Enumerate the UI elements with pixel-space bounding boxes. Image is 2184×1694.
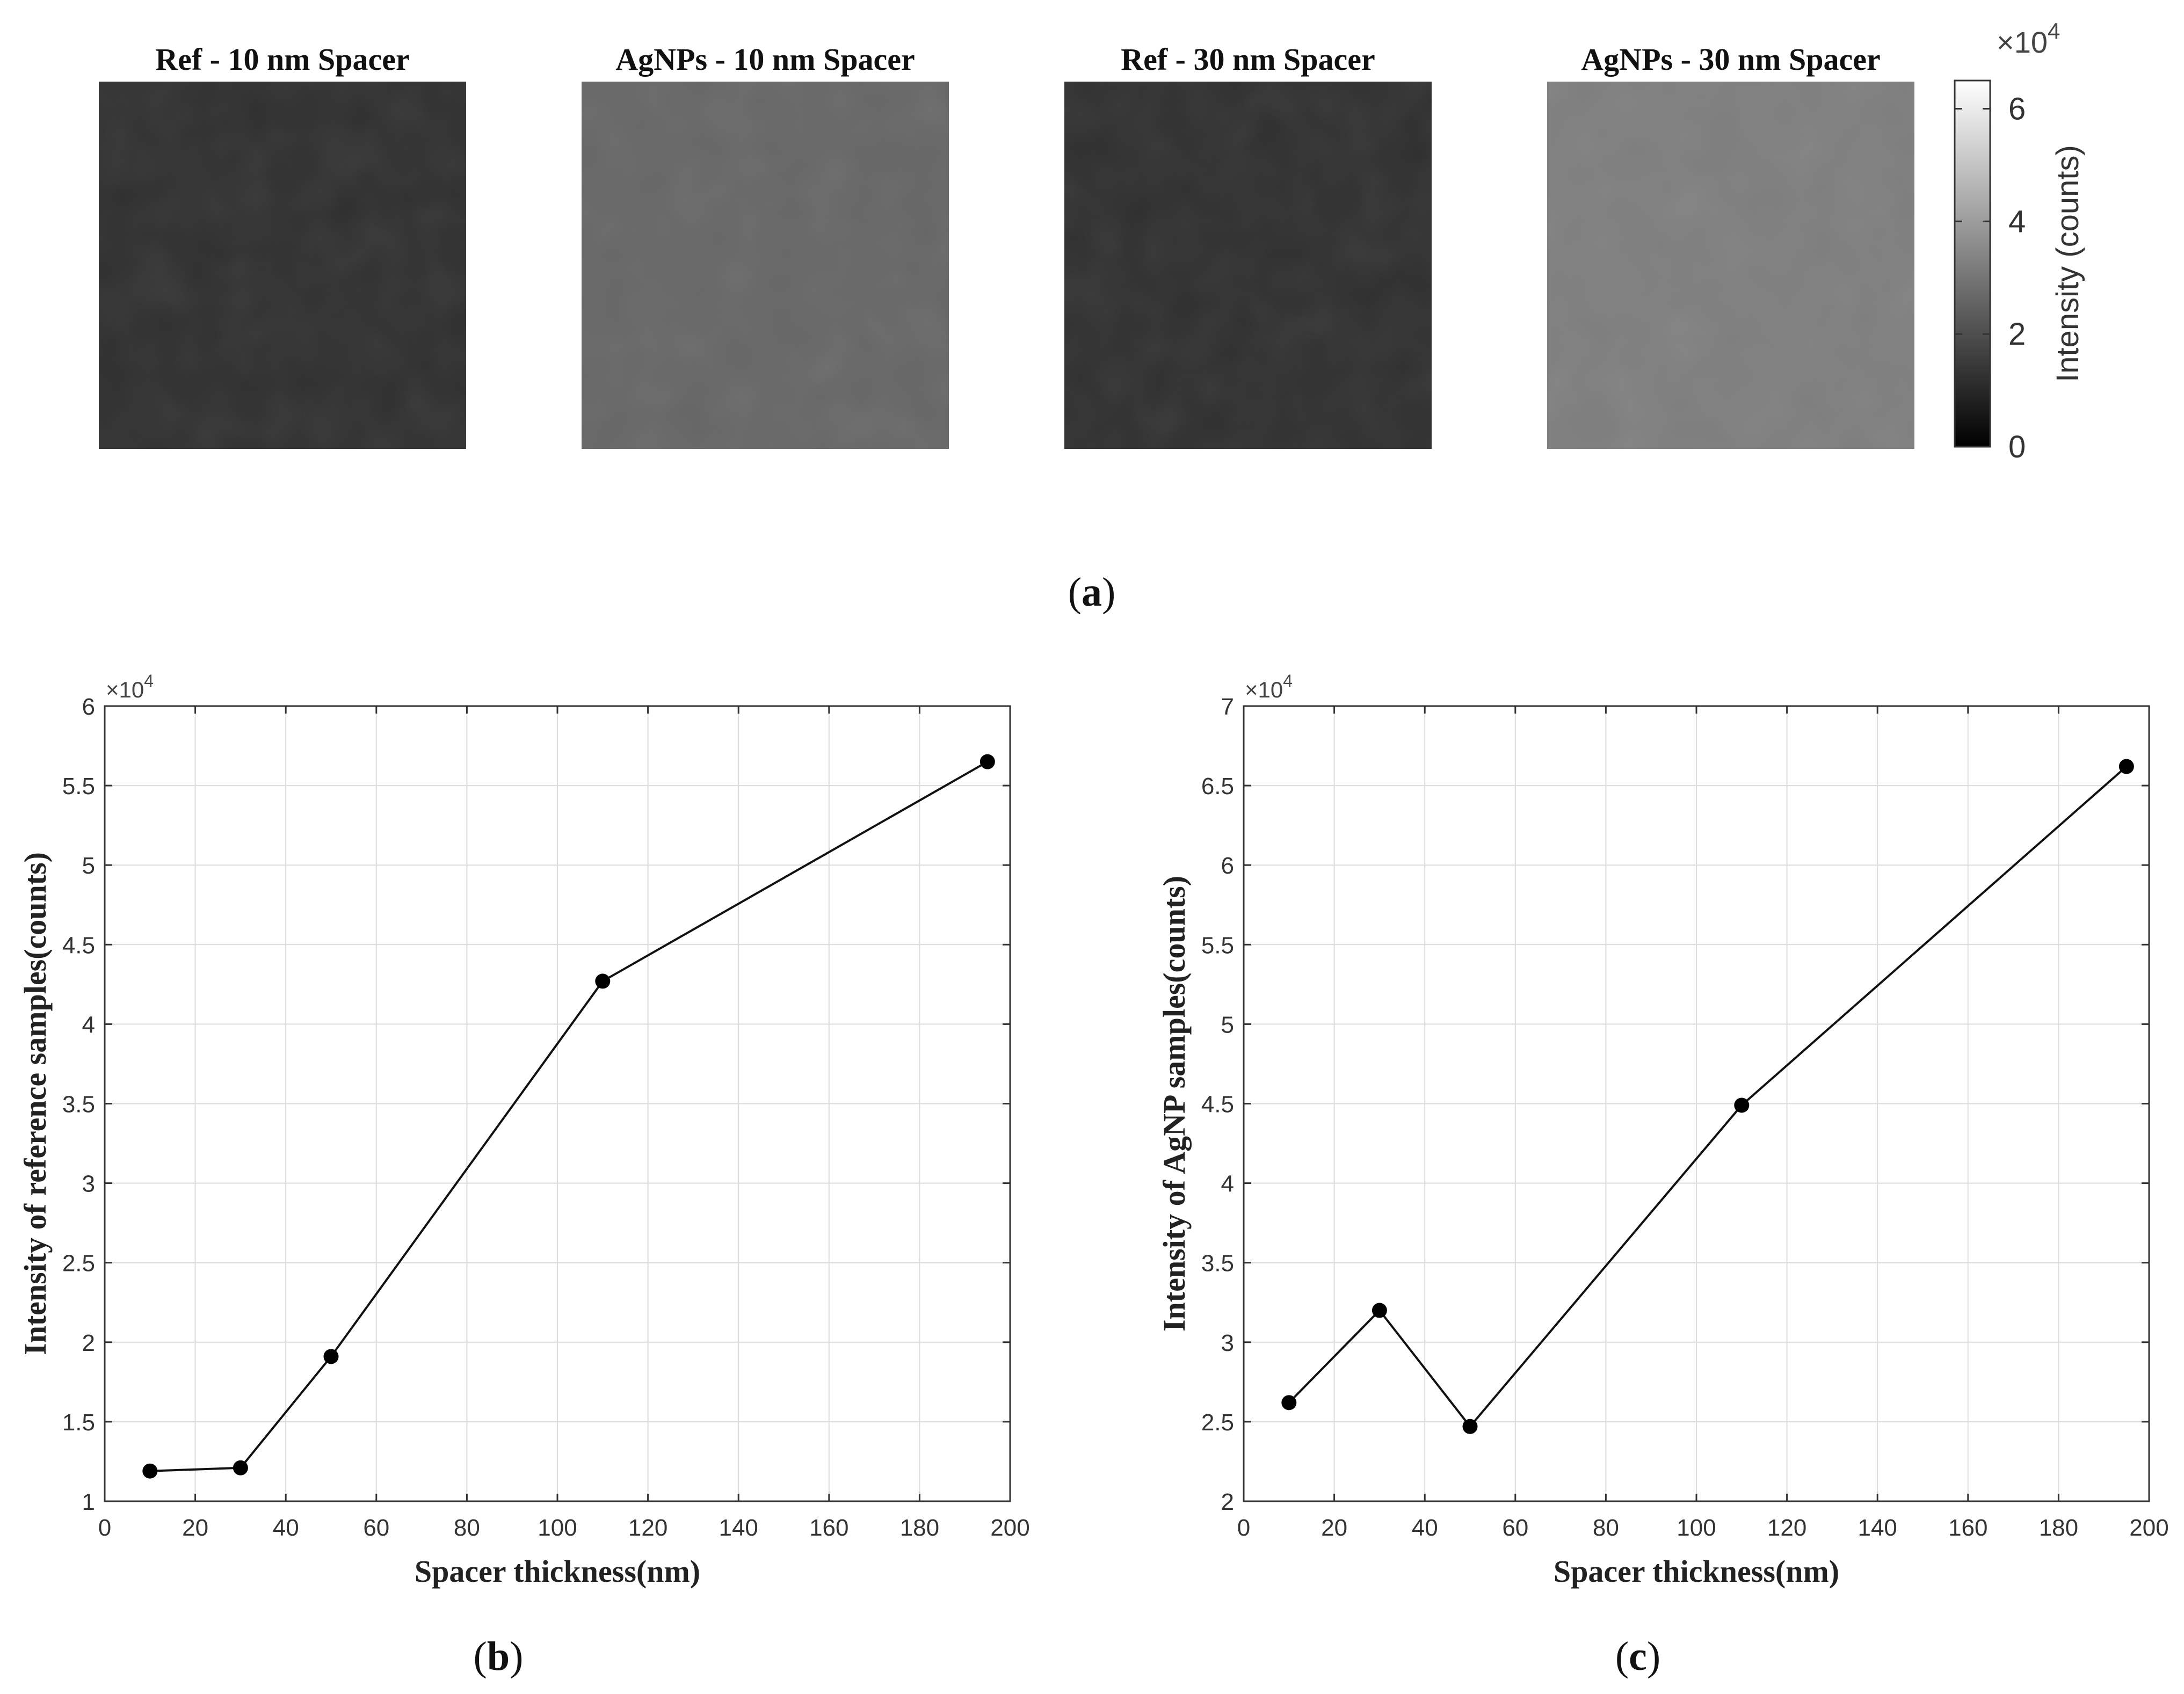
y-tick-label: 3.5: [1201, 1250, 1234, 1277]
grid: [1243, 706, 2150, 1502]
y-tick-label: 4.5: [62, 932, 95, 958]
map-texture: [582, 82, 949, 449]
x-tick-label: 180: [900, 1515, 939, 1541]
intensity-map-3: Ref - 30 nm Spacer: [1064, 42, 1432, 449]
y-exponent: ×104: [1245, 671, 1293, 702]
y-tick-label: 5: [1221, 1012, 1234, 1038]
series-markers: [1281, 759, 2134, 1434]
x-tick-label: 180: [2039, 1515, 2078, 1541]
y-tick-label: 7: [1221, 694, 1234, 720]
map-title: Ref - 30 nm Spacer: [1121, 42, 1375, 77]
x-tick-label: 40: [1412, 1515, 1438, 1541]
y-tick-label: 4: [82, 1012, 95, 1038]
x-tick-label: 60: [363, 1515, 389, 1541]
colorbar-tick-label: 2: [2008, 317, 2026, 352]
data-point: [323, 1349, 339, 1364]
panel-a-intensity-maps: Ref - 10 nm Spacer AgNPs - 10 nm Spacer Re…: [99, 18, 2085, 615]
colorbar-ticks: 0 2 4 6: [1955, 91, 2026, 464]
y-tick-label: 3: [82, 1171, 95, 1197]
colorbar-tick-label: 4: [2008, 204, 2026, 239]
panel-a-caption: (a): [1068, 570, 1116, 615]
x-tick-label: 100: [1677, 1515, 1716, 1541]
colorbar: 0 2 4 6 ×104 Intensity (counts): [1954, 18, 2085, 464]
y-tick-label: 2.5: [1201, 1409, 1234, 1436]
x-tick-label: 0: [98, 1515, 111, 1541]
colorbar-exponent: ×104: [1997, 18, 2060, 59]
y-axis-label: Intensity of reference samples(counts): [18, 852, 53, 1355]
colorbar-label: Intensity (counts): [2050, 145, 2085, 382]
panel-caption: (b): [474, 1634, 524, 1679]
colorbar-tick-label: 0: [2008, 430, 2026, 464]
y-tick-label: 6: [82, 694, 95, 720]
map-texture: [1547, 82, 1914, 449]
x-tick-label: 100: [538, 1515, 577, 1541]
colorbar-gradient: [1954, 79, 1991, 448]
chart-reference-intensity: 0 20 40 60 80 100 120 140 160 180 200 1 1.5 2 2.5 3 3.5 4…: [18, 671, 1030, 1679]
y-tick-label: 2.5: [62, 1250, 95, 1277]
data-point: [233, 1460, 248, 1475]
data-point: [1462, 1419, 1478, 1434]
map-title: AgNPs - 30 nm Spacer: [1581, 42, 1880, 77]
map-texture: [99, 82, 466, 449]
series-markers: [142, 754, 995, 1479]
data-point: [142, 1463, 158, 1479]
y-ticks: 1 1.5 2 2.5 3 3.5 4 4.5 5 5.5 6: [62, 694, 1010, 1515]
x-tick-label: 0: [1237, 1515, 1250, 1541]
data-point: [1372, 1303, 1387, 1318]
y-tick-label: 5.5: [1201, 932, 1234, 958]
y-tick-label: 5.5: [62, 773, 95, 799]
map-texture: [1064, 82, 1432, 449]
data-point: [979, 754, 995, 769]
x-tick-label: 20: [182, 1515, 208, 1541]
panel-caption: (c): [1615, 1634, 1660, 1679]
x-tick-label: 120: [1767, 1515, 1806, 1541]
y-tick-label: 6.5: [1201, 773, 1234, 799]
x-tick-label: 140: [1858, 1515, 1897, 1541]
x-tick-label: 60: [1502, 1515, 1528, 1541]
x-axis-label: Spacer thickness(nm): [415, 1554, 700, 1589]
data-point: [595, 973, 611, 989]
x-tick-label: 200: [2129, 1515, 2168, 1541]
y-tick-label: 4.5: [1201, 1092, 1234, 1118]
x-tick-label: 140: [719, 1515, 758, 1541]
y-tick-label: 3: [1221, 1330, 1234, 1356]
x-tick-label: 80: [1593, 1515, 1619, 1541]
map-title: AgNPs - 10 nm Spacer: [615, 42, 915, 77]
intensity-map-1: Ref - 10 nm Spacer: [99, 42, 466, 449]
x-tick-label: 120: [628, 1515, 667, 1541]
x-axis-label: Spacer thickness(nm): [1554, 1554, 1839, 1589]
x-tick-label: 160: [809, 1515, 848, 1541]
colorbar-tick-label: 6: [2008, 91, 2026, 126]
y-ticks: 2 2.5 3 3.5 4 4.5 5 5.5 6 6.5 7: [1201, 694, 2149, 1515]
y-tick-label: 1: [82, 1489, 95, 1515]
intensity-map-4: AgNPs - 30 nm Spacer: [1547, 42, 1914, 449]
intensity-map-2: AgNPs - 10 nm Spacer: [582, 42, 949, 449]
y-tick-label: 2: [82, 1330, 95, 1356]
map-title: Ref - 10 nm Spacer: [155, 42, 410, 77]
x-tick-label: 20: [1321, 1515, 1347, 1541]
x-ticks: 0 20 40 60 80 100 120 140 160 180 200: [98, 706, 1030, 1541]
y-tick-label: 1.5: [62, 1409, 95, 1436]
x-tick-label: 160: [1948, 1515, 1987, 1541]
data-point: [2118, 759, 2134, 774]
x-tick-label: 40: [273, 1515, 299, 1541]
y-tick-label: 5: [82, 853, 95, 879]
x-ticks: 0 20 40 60 80 100 120 140 160 180 200: [1237, 706, 2169, 1541]
data-point: [1281, 1395, 1297, 1411]
x-tick-label: 200: [990, 1515, 1029, 1541]
y-exponent: ×104: [106, 671, 154, 702]
y-tick-label: 3.5: [62, 1092, 95, 1118]
y-axis-label: Intensity of AgNP samples(counts): [1157, 876, 1192, 1332]
y-tick-label: 6: [1221, 853, 1234, 879]
chart-agnp-intensity: 0 20 40 60 80 100 120 140 160 180 200 2 2.5 3 3.5 4 4.5 5…: [1157, 671, 2169, 1679]
intensity-map-row: Ref - 10 nm Spacer AgNPs - 10 nm Spacer Re…: [99, 42, 1914, 449]
y-tick-label: 2: [1221, 1489, 1234, 1515]
x-tick-label: 80: [454, 1515, 480, 1541]
data-point: [1734, 1097, 1750, 1113]
y-tick-label: 4: [1221, 1171, 1234, 1197]
